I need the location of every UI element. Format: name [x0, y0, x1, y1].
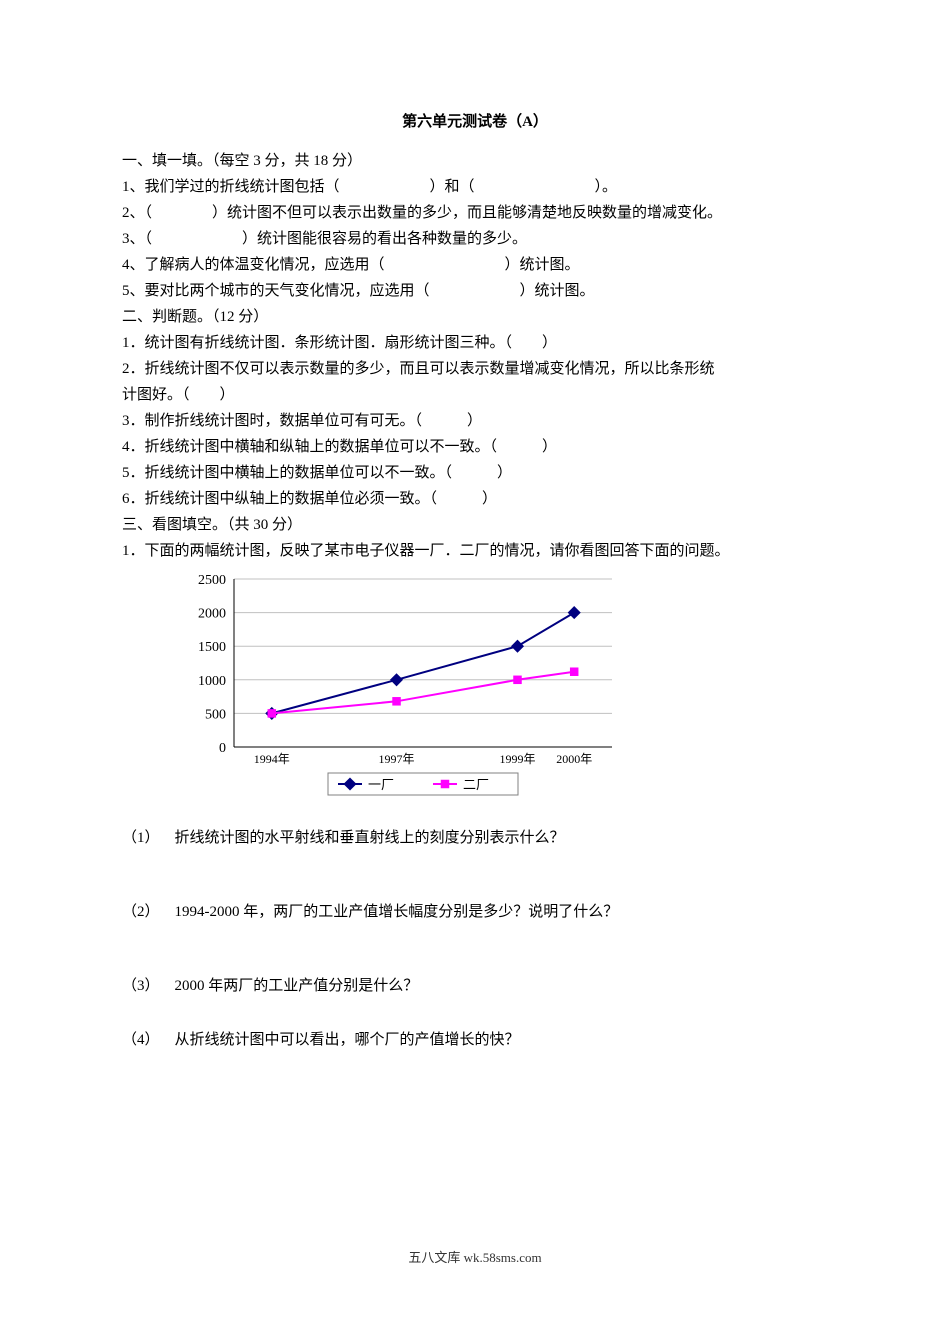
page-title: 第六单元测试卷（A） [122, 110, 828, 134]
s1-q1: 1、我们学过的折线统计图包括（ ）和（ ）。 [122, 175, 828, 199]
section-3-heading: 三、看图填空。（共 30 分） [122, 513, 828, 537]
s2-q2a: 2．折线统计图不仅可以表示数量的多少，而且可以表示数量增减变化情况，所以比条形统 [122, 357, 828, 381]
page-footer: 五八文库 wk.58sms.com [0, 1248, 950, 1269]
s1-q4: 4、了解病人的体温变化情况，应选用（ ）统计图。 [122, 253, 828, 277]
s1-q3: 3、（ ）统计图能很容易的看出各种数量的多少。 [122, 227, 828, 251]
svg-text:2000: 2000 [198, 607, 226, 622]
svg-text:1997年: 1997年 [379, 752, 415, 766]
s2-q1: 1．统计图有折线统计图．条形统计图．扇形统计图三种。（ ） [122, 331, 828, 355]
svg-text:2000年: 2000年 [556, 752, 592, 766]
s2-q6: 6．折线统计图中纵轴上的数据单位必须一致。（ ） [122, 487, 828, 511]
s3-q3: （3） 2000 年两厂的工业产值分别是什么？ [122, 974, 828, 998]
s1-q2: 2、（ ）统计图不但可以表示出数量的多少，而且能够清楚地反映数量的增减变化。 [122, 201, 828, 225]
section-2-heading: 二、判断题。（12 分） [122, 305, 828, 329]
svg-text:1994年: 1994年 [254, 752, 290, 766]
svg-text:一厂: 一厂 [368, 777, 394, 792]
s2-q4: 4．折线统计图中横轴和纵轴上的数据单位可以不一致。（ ） [122, 435, 828, 459]
svg-text:1000: 1000 [198, 674, 226, 689]
section-1-heading: 一、填一填。（每空 3 分，共 18 分） [122, 149, 828, 173]
s3-q1: （1） 折线统计图的水平射线和垂直射线上的刻度分别表示什么？ [122, 826, 828, 850]
s2-q2b: 计图好。（ ） [122, 383, 828, 407]
s2-q5: 5．折线统计图中横轴上的数据单位可以不一致。（ ） [122, 461, 828, 485]
svg-text:0: 0 [219, 741, 226, 756]
line-chart: 0 500 1000 1500 2000 2500 1994年 1997年 1999年 2000年… [142, 573, 828, 811]
svg-text:1500: 1500 [198, 640, 226, 655]
s3-intro: 1．下面的两幅统计图，反映了某市电子仪器一厂．二厂的情况，请你看图回答下面的问题… [122, 539, 828, 563]
s1-q5: 5、要对比两个城市的天气变化情况，应选用（ ）统计图。 [122, 279, 828, 303]
s3-q4: （4） 从折线统计图中可以看出，哪个厂的产值增长的快？ [122, 1028, 828, 1052]
svg-text:1999年: 1999年 [499, 752, 535, 766]
svg-text:二厂: 二厂 [463, 777, 489, 792]
s2-q3: 3．制作折线统计图时，数据单位可有可无。（ ） [122, 409, 828, 433]
svg-text:500: 500 [205, 707, 226, 722]
svg-text:2500: 2500 [198, 573, 226, 588]
s3-q2: （2） 1994-2000 年，两厂的工业产值增长幅度分别是多少？说明了什么？ [122, 900, 828, 924]
